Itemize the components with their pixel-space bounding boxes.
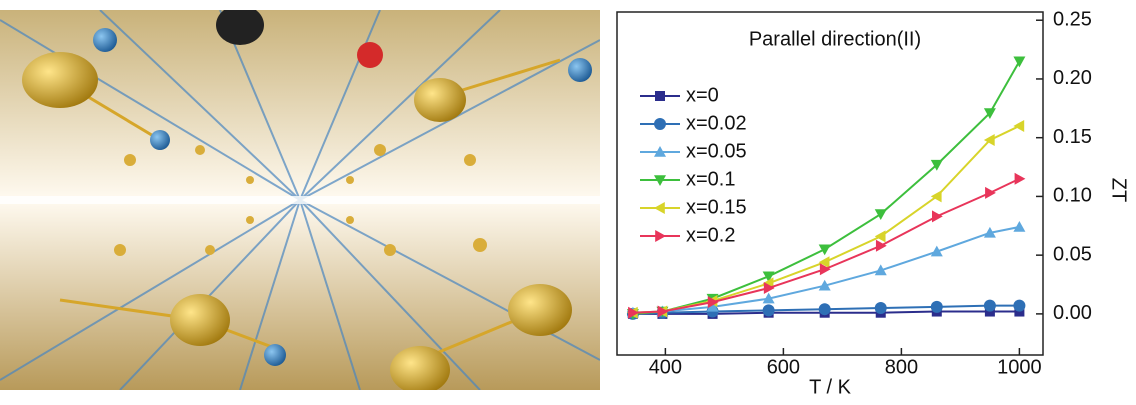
legend-label: x=0.1 <box>686 168 735 190</box>
marker <box>875 209 887 220</box>
y-tick-label: 0.25 <box>1053 9 1092 31</box>
y-tick-label: 0.10 <box>1053 185 1092 207</box>
legend-label: x=0 <box>686 84 719 106</box>
crystal-image <box>0 5 600 394</box>
y-tick-label: 0.05 <box>1053 243 1092 265</box>
legend-marker <box>655 91 665 101</box>
marker <box>875 302 887 314</box>
figure: Parallel direction(II) T / K ZT 0.00 0.05… <box>0 0 1136 400</box>
marker <box>763 304 775 316</box>
y-tick-label: 0.20 <box>1053 67 1092 89</box>
legend-marker <box>654 202 665 214</box>
x-tick-label: 1000 <box>997 356 1042 378</box>
legend-marker <box>655 230 666 242</box>
x-tick-label: 800 <box>885 356 918 378</box>
marker <box>1015 173 1026 185</box>
y-axis-label: ZT <box>1108 178 1130 202</box>
legend-label: x=0.02 <box>686 112 747 134</box>
legend-label: x=0.2 <box>686 224 735 246</box>
plot-frame <box>617 12 1043 355</box>
y-tick-label: 0.00 <box>1053 302 1092 324</box>
marker <box>819 244 831 255</box>
marker <box>932 210 943 222</box>
chart-title: Parallel direction(II) <box>749 28 921 50</box>
legend-label: x=0.05 <box>686 140 747 162</box>
x-axis-label: T / K <box>809 376 852 398</box>
marker <box>984 300 996 312</box>
marker <box>1013 300 1025 312</box>
marker <box>931 301 943 313</box>
legend-marker <box>654 118 666 130</box>
marker <box>1013 57 1025 68</box>
marker <box>985 187 996 199</box>
y-tick-label: 0.15 <box>1053 126 1092 148</box>
marker <box>1013 120 1024 132</box>
legend-label: x=0.15 <box>686 196 747 218</box>
marker <box>819 303 831 315</box>
x-tick-label: 400 <box>649 356 682 378</box>
marker <box>1013 221 1025 232</box>
x-tick-label: 600 <box>767 356 800 378</box>
